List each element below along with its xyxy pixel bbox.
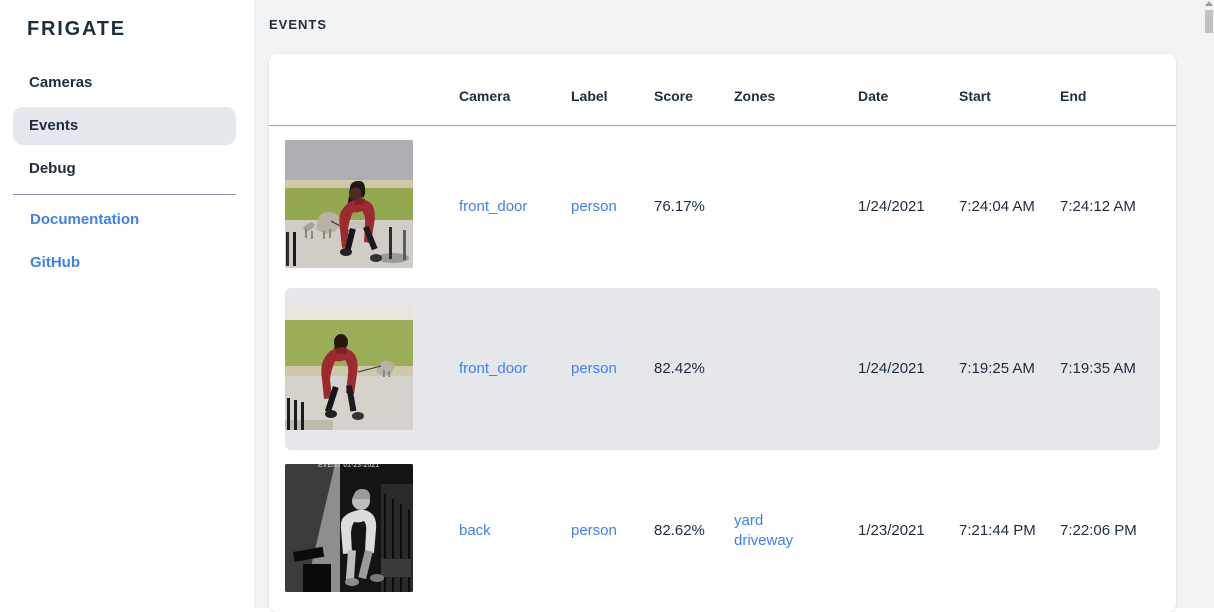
svg-text:EVENT 01-23-2021: EVENT 01-23-2021 <box>318 464 379 469</box>
